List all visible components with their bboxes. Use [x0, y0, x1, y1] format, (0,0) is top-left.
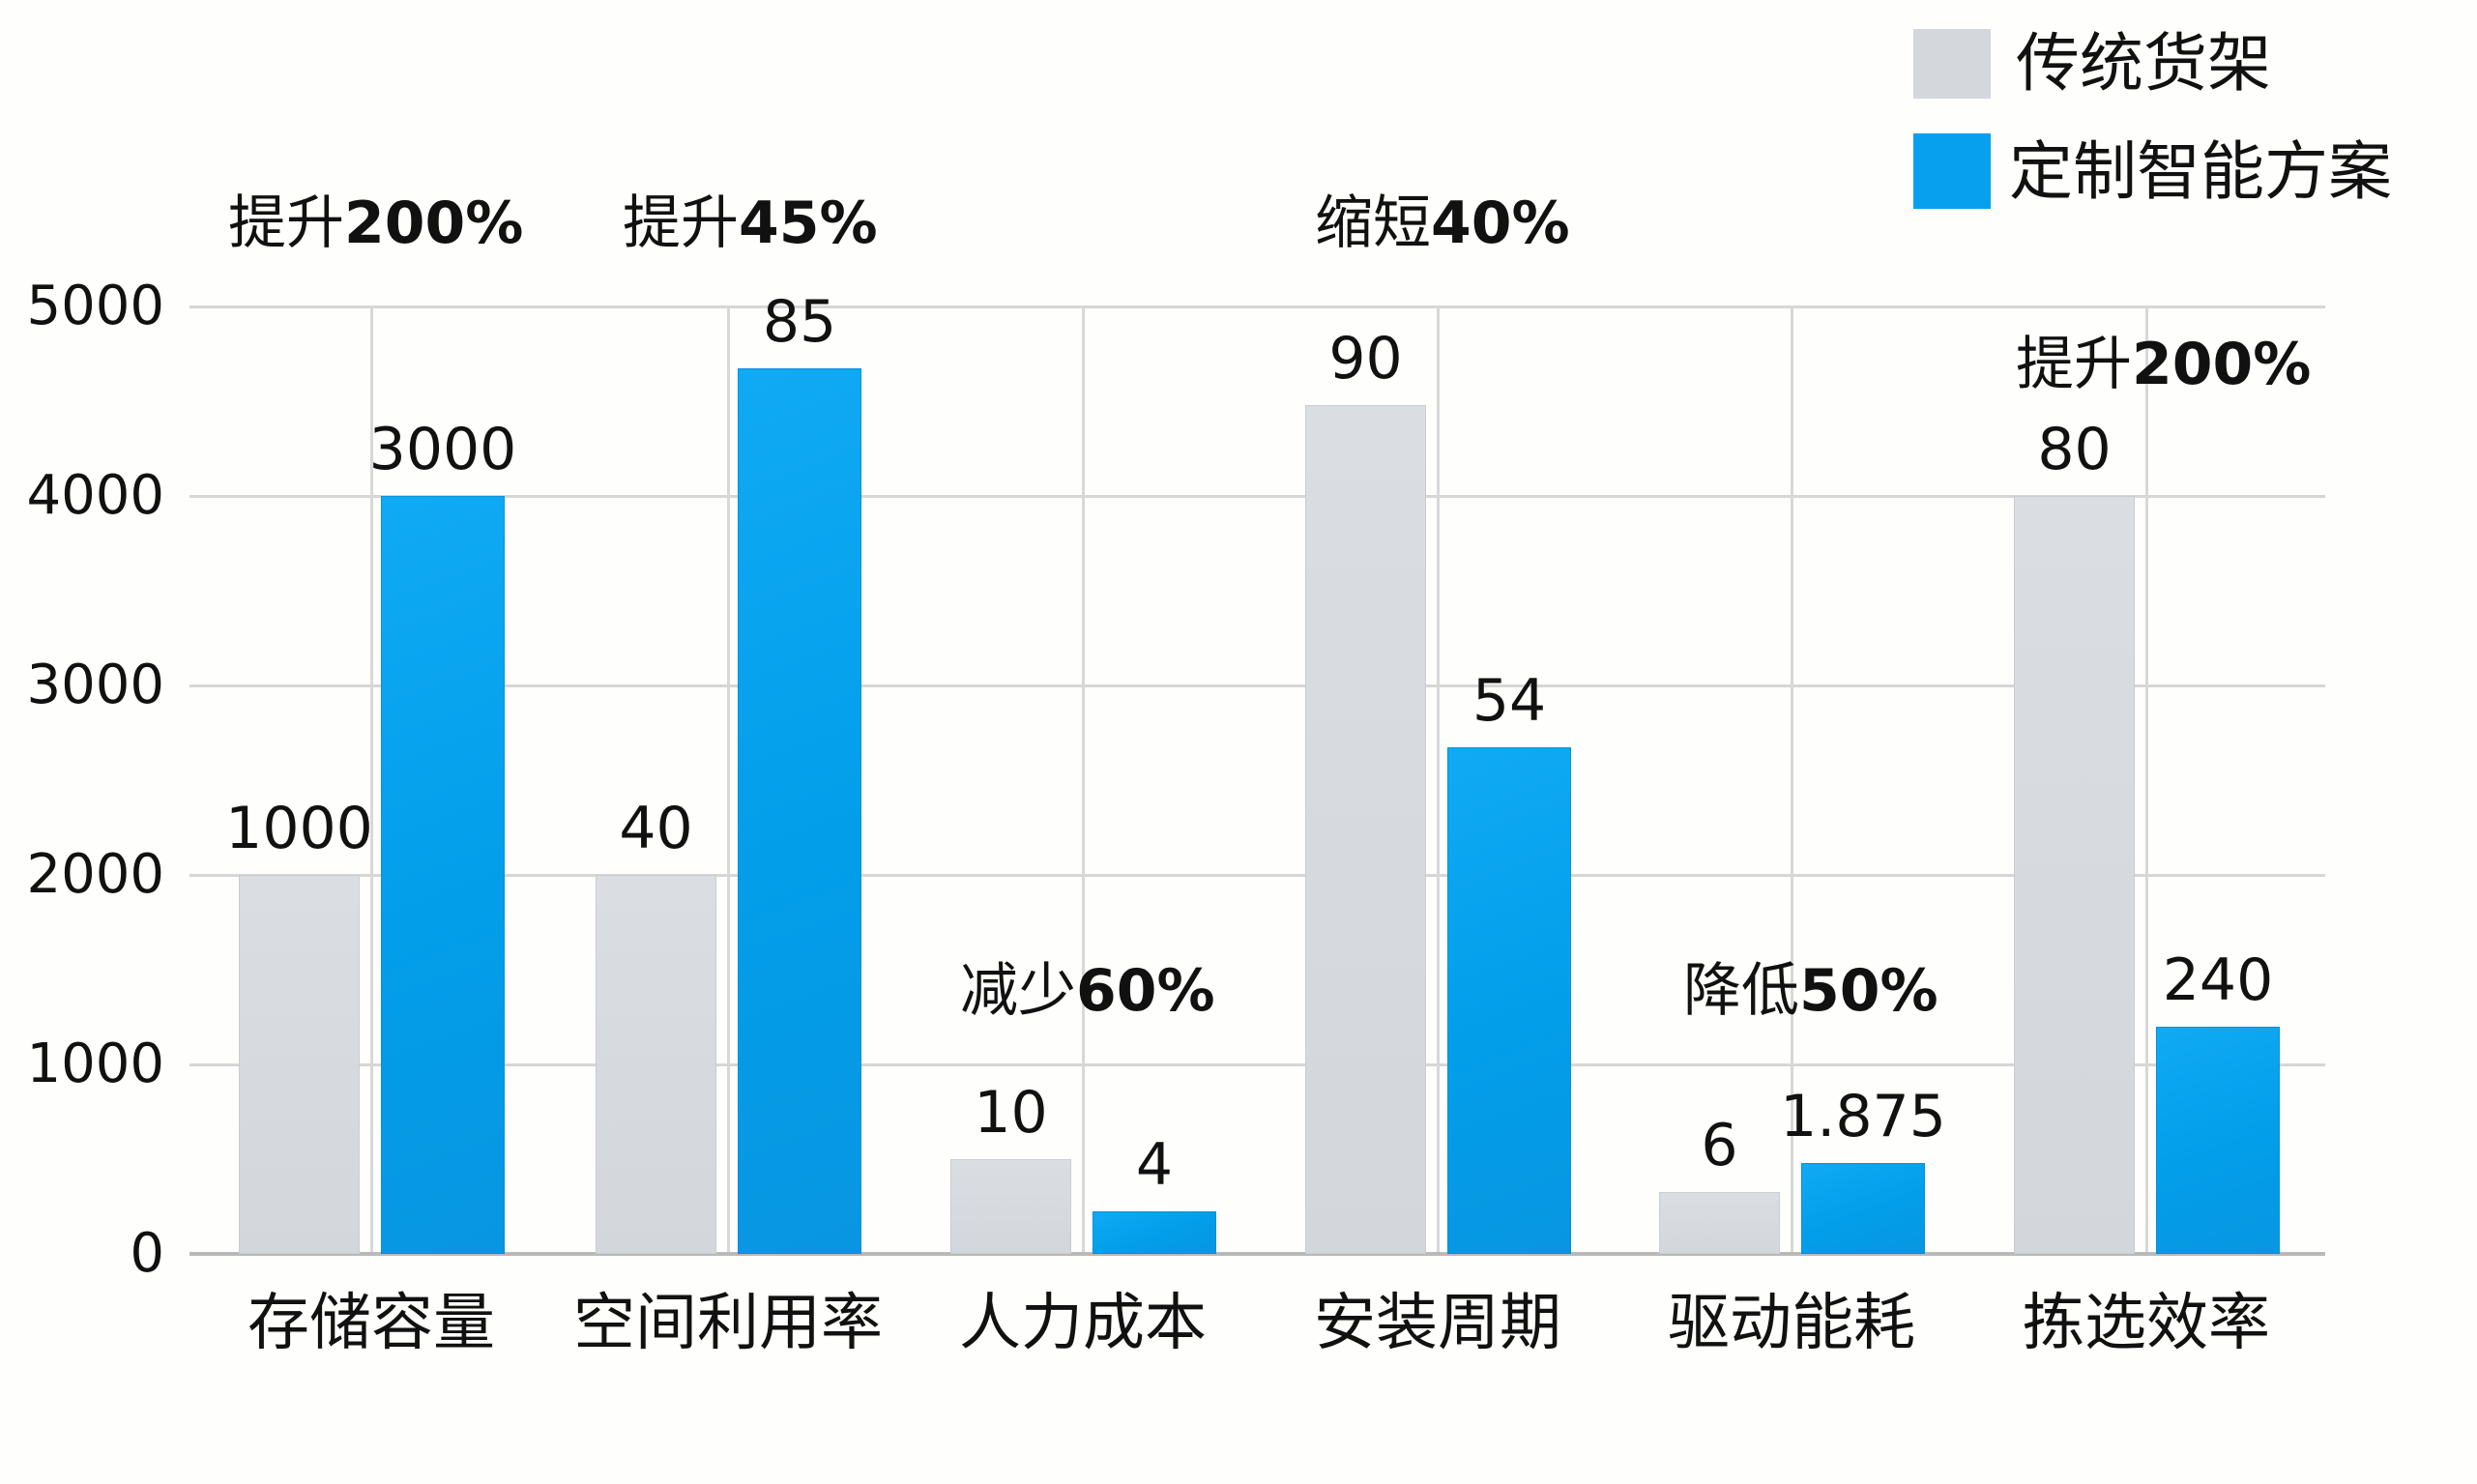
data-label-smart: 1.875 — [1780, 1082, 1946, 1150]
data-label-traditional: 6 — [1701, 1112, 1738, 1180]
annotation-percent: 200% — [2132, 331, 2312, 398]
gridline-horizontal — [189, 306, 2325, 308]
x-tick-label: 驱动能耗 — [1668, 1288, 1915, 1359]
x-tick-label: 安装周期 — [1314, 1288, 1561, 1359]
x-tick-label: 存储容量 — [248, 1288, 495, 1359]
data-label-smart: 240 — [2162, 946, 2274, 1014]
gridline-horizontal — [189, 684, 2325, 687]
data-label-smart: 54 — [1472, 666, 1547, 735]
bar-traditional — [239, 875, 360, 1254]
legend-label-smart: 定制智能方案 — [2009, 134, 2392, 209]
y-tick-label: 3000 — [26, 654, 164, 716]
y-tick-label: 4000 — [26, 464, 164, 527]
data-label-traditional: 1000 — [225, 795, 373, 862]
annotation-prefix: 提升 — [623, 189, 739, 257]
annotation-percent: 50% — [1799, 957, 1938, 1025]
data-label-smart: 85 — [762, 287, 837, 356]
annotation-prefix: 减少 — [960, 957, 1076, 1025]
annotation-percent: 45% — [739, 189, 878, 257]
improvement-annotation: 缩短40% — [1315, 189, 1570, 257]
improvement-annotation: 提升200% — [228, 189, 523, 257]
gridline-vertical — [370, 306, 373, 1254]
improvement-annotation: 提升200% — [2016, 331, 2311, 398]
gridline-vertical — [1437, 306, 1440, 1254]
y-tick-label: 0 — [130, 1222, 164, 1285]
data-label-traditional: 40 — [619, 795, 693, 862]
bar-smart — [738, 367, 861, 1254]
improvement-annotation: 减少60% — [960, 957, 1215, 1025]
gridline-vertical — [1082, 306, 1085, 1254]
annotation-percent: 200% — [344, 189, 524, 257]
data-label-traditional: 80 — [2037, 416, 2112, 483]
annotation-prefix: 缩短 — [1315, 189, 1431, 257]
bar-smart — [1801, 1162, 1925, 1254]
x-axis-line — [189, 1252, 2325, 1256]
bar-traditional — [950, 1159, 1071, 1254]
improvement-annotation: 降低50% — [1683, 957, 1938, 1025]
annotation-prefix: 提升 — [228, 189, 344, 257]
x-tick-label: 拣选效率 — [2023, 1288, 2270, 1359]
legend-label-traditional: 传统货架 — [2016, 26, 2271, 101]
bar-traditional — [1659, 1192, 1780, 1254]
annotation-percent: 40% — [1431, 189, 1570, 257]
legend-swatch-traditional — [1913, 29, 1991, 99]
gridline-horizontal — [189, 1063, 2325, 1066]
annotation-prefix: 提升 — [2016, 331, 2132, 398]
bar-traditional — [596, 875, 716, 1254]
gridline-vertical — [2145, 306, 2148, 1254]
gridline-horizontal — [189, 495, 2325, 498]
bar-smart — [1447, 746, 1571, 1254]
annotation-prefix: 降低 — [1683, 957, 1799, 1025]
bar-smart — [381, 496, 505, 1254]
bar-traditional — [2014, 496, 2135, 1254]
data-label-traditional: 90 — [1328, 324, 1403, 393]
data-label-smart: 4 — [1135, 1130, 1174, 1199]
gridline-vertical — [727, 306, 730, 1254]
gridline-vertical — [1791, 306, 1793, 1254]
x-tick-label: 人力成本 — [959, 1288, 1207, 1359]
bar-smart — [2156, 1026, 2280, 1254]
annotation-percent: 60% — [1076, 957, 1215, 1025]
y-tick-label: 1000 — [26, 1033, 164, 1095]
bar-traditional — [1305, 404, 1426, 1254]
y-tick-label: 2000 — [26, 843, 164, 906]
y-tick-label: 5000 — [26, 275, 164, 337]
improvement-annotation: 提升45% — [623, 189, 878, 257]
legend-swatch-smart — [1913, 133, 1991, 209]
data-label-traditional: 10 — [974, 1079, 1048, 1147]
bar-smart — [1093, 1210, 1216, 1254]
gridline-horizontal — [189, 874, 2325, 877]
data-label-smart: 3000 — [368, 416, 517, 483]
x-tick-label: 空间利用率 — [573, 1288, 883, 1359]
